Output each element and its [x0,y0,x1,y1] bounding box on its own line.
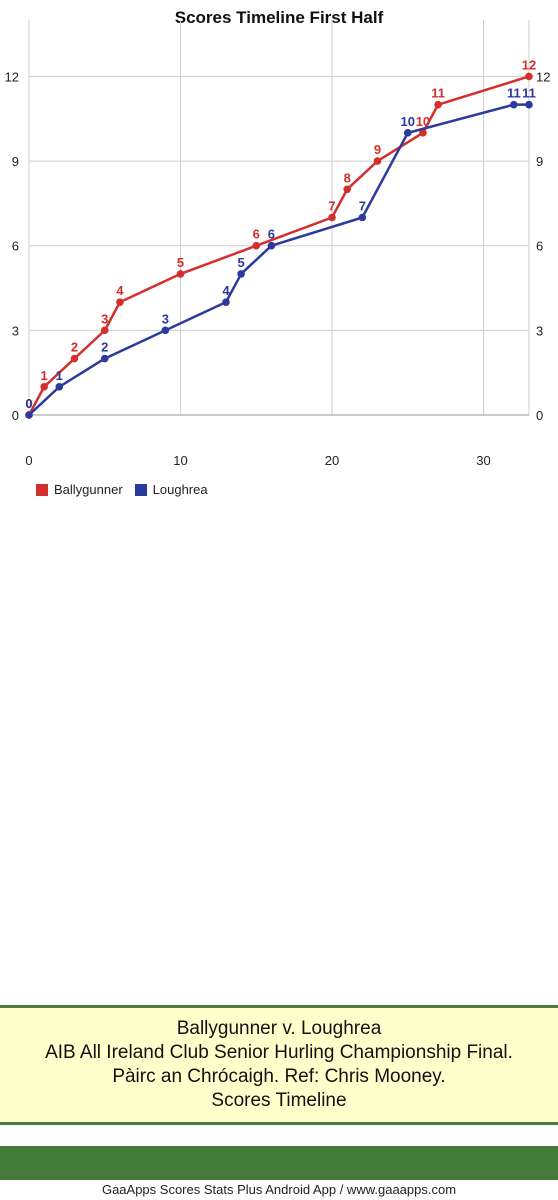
data-label-loughrea: 2 [101,340,108,355]
chart-plot: 0 03 36 69 912 120 10 20 30012345678910111201234… [5,20,550,468]
legend-swatch-ballygunner [36,483,48,496]
data-label-loughrea: 4 [222,283,230,298]
y-tick-label-left: 0 [12,408,19,423]
legend-label-ballygunner: Ballygunner [54,482,123,497]
chart-legend: Ballygunner Loughrea [36,482,220,497]
chart-title: Scores Timeline First Half [174,8,384,27]
data-point-ballygunner [116,298,124,306]
match-competition: AIB All Ireland Club Senior Hurling Cham… [45,1042,513,1063]
data-point-ballygunner [343,185,351,194]
data-point-loughrea [222,298,230,306]
data-label-loughrea: 11 [507,86,521,101]
footer-credit: GaaApps Scores Stats Plus Android App / … [101,1182,457,1197]
data-point-ballygunner [328,213,336,222]
x-tick-label: 20 [325,453,339,468]
data-label-ballygunner: 3 [101,311,108,326]
x-tick-label: 10 [173,453,187,468]
y-tick-label-right: 3 [536,323,543,338]
data-label-ballygunner: 2 [71,340,78,355]
data-label-loughrea: 10 [401,114,415,129]
y-tick-label-left: 9 [12,154,19,169]
legend-swatch-loughrea [134,483,147,496]
data-label-ballygunner: 1 [41,368,48,383]
data-label-loughrea: 0 [25,396,32,411]
data-point-loughrea [25,411,33,419]
data-point-loughrea [237,270,245,278]
series-line-loughrea [28,103,529,416]
y-tick-label-left: 6 [12,239,19,254]
data-point-ballygunner [70,354,79,363]
data-point-loughrea [525,100,533,109]
data-point-loughrea [267,241,276,250]
match-teams: Ballygunner v. Loughrea [176,1018,382,1039]
data-point-ballygunner [419,129,427,137]
data-label-loughrea: 5 [238,255,245,270]
data-point-ballygunner [40,382,48,391]
data-label-ballygunner: 11 [431,86,445,101]
data-label-ballygunner: 6 [253,227,260,242]
data-point-loughrea [358,213,367,222]
data-point-loughrea [100,354,109,363]
data-point-ballygunner [252,241,261,250]
data-point-loughrea [55,382,64,391]
data-point-loughrea [161,326,170,335]
data-label-ballygunner: 5 [177,255,184,270]
match-info-box: Ballygunner v. Loughrea AIB All Ireland … [0,1005,558,1125]
data-label-loughrea: 11 [522,86,536,101]
x-tick-label: 0 [25,453,32,468]
data-label-loughrea: 7 [359,199,366,214]
y-tick-label-right: 0 [536,408,543,423]
data-point-ballygunner [525,72,533,81]
data-point-loughrea [510,100,518,109]
legend-item-loughrea: Loughrea [134,482,208,497]
data-point-ballygunner [373,157,382,165]
legend-item-ballygunner: Ballygunner [36,482,123,497]
data-point-ballygunner [100,326,109,335]
match-chart-name: Scores Timeline [211,1090,347,1111]
data-label-ballygunner: 4 [116,283,124,298]
data-label-ballygunner: 9 [374,142,381,157]
match-venue-referee: Pàirc an Chrócaigh. Ref: Chris Mooney. [112,1066,446,1087]
data-label-ballygunner: 0 [25,396,32,411]
data-label-ballygunner: 8 [344,170,351,185]
footer-band [0,1146,558,1180]
data-label-ballygunner: 10 [416,114,430,129]
y-tick-label-right: 12 [536,69,550,84]
data-label-ballygunner: 7 [328,199,335,214]
y-tick-label-right: 6 [536,239,543,254]
y-tick-label-right: 9 [536,154,543,169]
data-label-loughrea: 1 [56,368,63,383]
data-point-ballygunner [434,100,442,109]
y-tick-label-left: 12 [5,69,19,84]
data-label-loughrea: 3 [162,311,169,326]
legend-label-loughrea: Loughrea [152,482,208,497]
data-point-ballygunner [176,270,185,278]
data-label-ballygunner: 12 [522,57,536,72]
x-tick-label: 30 [476,453,490,468]
y-tick-label-left: 3 [12,323,19,338]
data-point-loughrea [403,129,412,137]
data-label-loughrea: 6 [268,227,275,242]
